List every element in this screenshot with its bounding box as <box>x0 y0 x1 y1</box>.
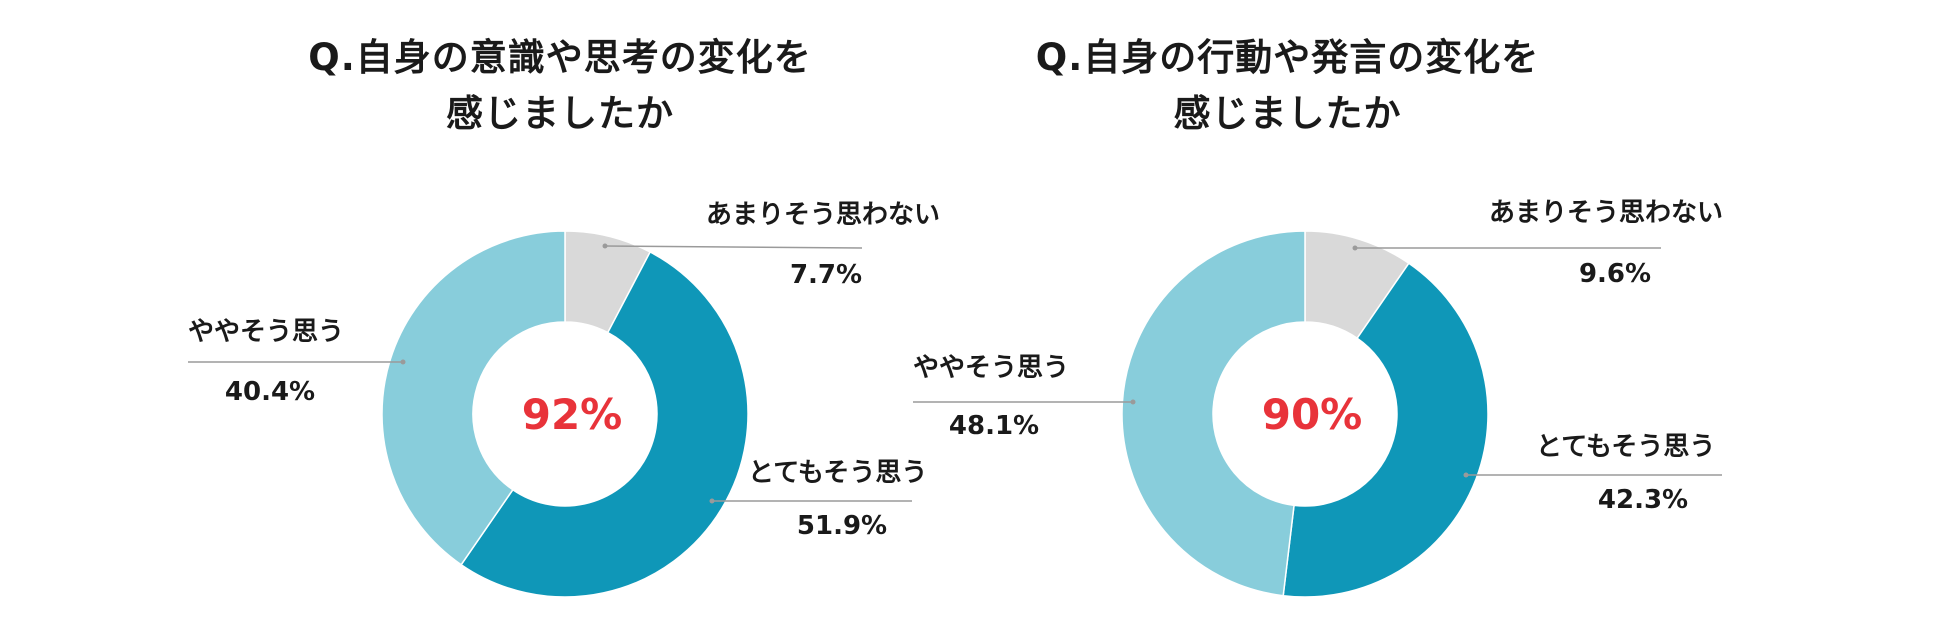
center-total-label: 90% <box>1262 390 1363 439</box>
slice-label: とてもそう思う <box>1536 432 1715 462</box>
leader-line <box>604 245 863 249</box>
leader-dot <box>400 359 406 365</box>
chart-title-line-1: Q.自身の意識や思考の変化を <box>308 36 812 79</box>
slice-label: あまりそう思わない <box>1489 198 1723 228</box>
center-total-label: 92% <box>522 390 623 439</box>
leader-dot <box>709 498 715 504</box>
leader-dot <box>602 243 608 249</box>
slice-label: ややそう思う <box>188 317 344 347</box>
slice-percent-label: 48.1% <box>949 411 1039 441</box>
donut-slice <box>1282 262 1489 598</box>
leader-dot <box>1352 245 1358 251</box>
slice-percent-label: 51.9% <box>797 511 887 541</box>
chart-title-line-2: 感じましたか <box>446 92 674 135</box>
slice-label: とてもそう思う <box>748 458 927 488</box>
slice-percent-label: 9.6% <box>1579 259 1651 289</box>
chart-title: Q.自身の意識や思考の変化を 感じましたか <box>210 30 910 142</box>
leader-dot <box>1130 399 1136 405</box>
donut-chart-1: あまりそう思わない 7.7% とてもそう思う 51.9% ややそう思う 40.4% 92% <box>188 200 940 598</box>
chart-title: Q.自身の行動や発言の変化を 感じましたか <box>975 30 1600 142</box>
donut-slice <box>381 230 566 566</box>
donut-chart-2: あまりそう思わない 9.6% とてもそう思う 42.3% ややそう思う 48.1% 90% <box>913 198 1723 598</box>
chart-title-line-1: Q.自身の行動や発言の変化を <box>1035 36 1540 79</box>
chart-panel-1: Q.自身の意識や思考の変化を 感じましたか <box>210 30 910 142</box>
slice-label: ややそう思う <box>913 353 1069 383</box>
leader-dot <box>1463 472 1469 478</box>
chart-panel-2: Q.自身の行動や発言の変化を 感じましたか <box>975 0 1950 621</box>
donut-slice <box>460 250 749 598</box>
slice-label: あまりそう思わない <box>706 200 940 230</box>
slice-percent-label: 7.7% <box>790 260 862 290</box>
slice-percent-label: 40.4% <box>225 377 315 407</box>
donut-slice <box>1121 230 1306 597</box>
slice-percent-label: 42.3% <box>1598 485 1688 515</box>
chart-title-line-2: 感じましたか <box>1173 92 1402 135</box>
